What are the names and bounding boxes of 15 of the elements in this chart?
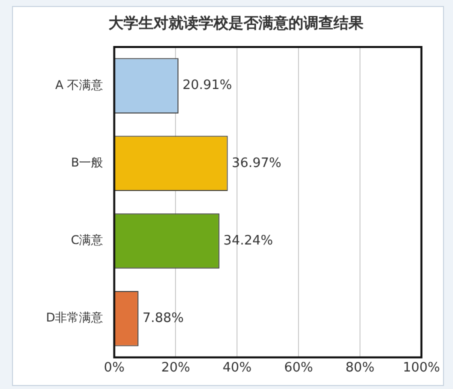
x-tick-label: 100% — [402, 360, 440, 376]
x-tick-label: 80% — [346, 360, 374, 376]
data-label: 36.97% — [232, 156, 282, 171]
y-tick-label: D非常满意 — [46, 310, 104, 325]
data-label: 7.88% — [142, 310, 184, 326]
x-tick-label: 0% — [104, 360, 125, 376]
data-label: 34.24% — [223, 233, 273, 248]
x-tick-label: 60% — [284, 360, 313, 376]
data-label: 20.91% — [182, 78, 232, 94]
y-tick-label: A 不满意 — [55, 78, 104, 92]
chart-title: 大学生对就读学校是否满意的调查结果 — [108, 14, 364, 32]
y-tick-label: B一般 — [71, 156, 104, 170]
x-tick-label: 20% — [161, 360, 190, 376]
y-tick-label: C满意 — [70, 233, 104, 248]
x-tick-label: 40% — [222, 360, 252, 376]
